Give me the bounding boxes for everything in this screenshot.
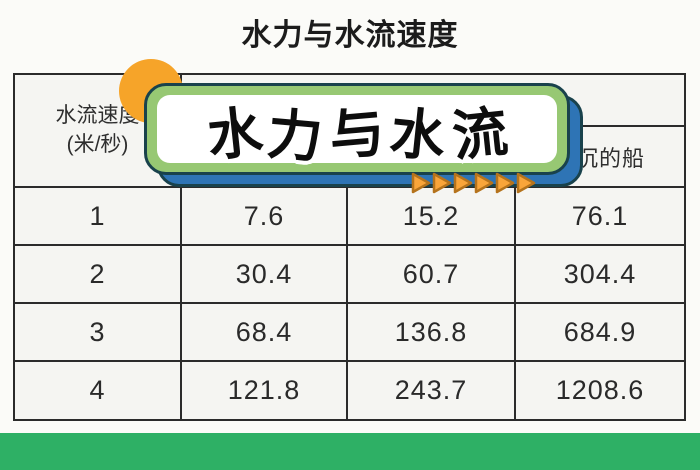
arrow-right-icon — [516, 172, 536, 194]
banner-char: 力 — [265, 102, 326, 170]
table-cell-r2c2: 30.4 — [182, 246, 348, 304]
table-cell-r1c4: 76.1 — [516, 188, 684, 246]
arrow-right-icon — [432, 172, 452, 194]
table-cell-r1c3: 15.2 — [348, 188, 516, 246]
title-banner-inner: 水力与水流 — [157, 95, 557, 169]
table-cell-r4c2: 121.8 — [182, 362, 348, 419]
table-cell-r1c1: 1 — [15, 188, 182, 246]
arrow-right-icon — [474, 172, 494, 194]
banner-char: 水 — [204, 100, 267, 168]
banner-char: 水 — [386, 101, 448, 169]
table-cell-r2c3: 60.7 — [348, 246, 516, 304]
arrow-right-icon — [411, 172, 431, 194]
page-title: 水力与水流速度 — [241, 19, 459, 52]
arrow-right-icons — [411, 172, 536, 194]
header-col4-cell: 沉的船 — [516, 127, 684, 188]
header-flow-speed-line2: (米/秒) — [66, 132, 129, 156]
table-cell-r4c3: 243.7 — [348, 362, 516, 419]
banner-char: 流 — [448, 100, 511, 168]
table-cell-r3c1: 3 — [15, 304, 182, 362]
header-flow-speed-line1: 水流速度 — [55, 104, 140, 128]
table-cell-r3c3: 136.8 — [348, 304, 516, 362]
arrow-right-icon — [495, 172, 515, 194]
arrow-right-icon — [453, 172, 473, 194]
table-cell-r2c1: 2 — [15, 246, 182, 304]
title-banner: 水力与水流 — [144, 83, 570, 175]
banner-title-text: 水力与水流 — [204, 89, 511, 169]
table-cell-r4c4: 1208.6 — [555, 375, 645, 405]
table-cell-r3c4: 684.9 — [516, 304, 684, 362]
banner-char: 与 — [327, 100, 388, 168]
table-cell-r1c2: 7.6 — [182, 188, 348, 246]
bottom-green-bar — [0, 433, 700, 470]
table-cell-r2c4: 304.4 — [516, 246, 684, 304]
table-cell-r4c1: 4 — [15, 362, 182, 419]
table-cell-r3c2: 68.4 — [182, 304, 348, 362]
